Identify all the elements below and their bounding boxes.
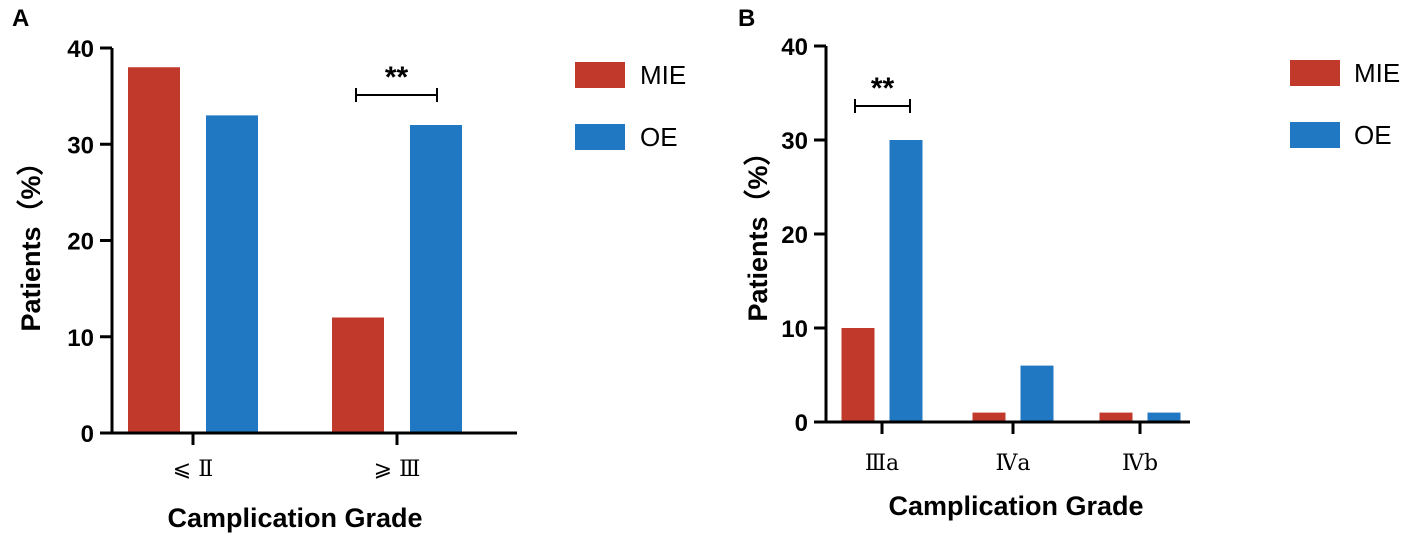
panel-b-sig-label: **: [871, 72, 895, 105]
panel-b-y-tick-label-30: 30: [781, 128, 808, 155]
panel-b-legend-swatch-oe: [1290, 122, 1340, 148]
panel-b-x-axis-title: Camplication Grade: [888, 491, 1143, 521]
panel-b-category-label-1: Ⅳa: [995, 451, 1030, 476]
panel-a-y-tick-label-40: 40: [67, 36, 94, 63]
panel-a-y-axis-title: Patients（%）: [16, 148, 46, 331]
panel-a-y-tick-label-20: 20: [67, 229, 94, 256]
panel-b-bar-oe-1: [1020, 365, 1054, 422]
panel-a-legend-swatch-mie: [575, 62, 625, 88]
panel-a-category-label-1: ⩾ Ⅲ: [374, 457, 421, 482]
panel-b-bar-mie-0: [841, 328, 875, 422]
panel-b-bar-mie-1: [972, 412, 1006, 422]
panel-a-y-tick-label-30: 30: [67, 132, 94, 159]
panel-b-category-label-2: Ⅳb: [1122, 451, 1158, 476]
panel-a-y-tick-label-10: 10: [67, 325, 94, 352]
panel-b-y-tick-label-0: 0: [795, 410, 808, 437]
panel-b-y-axis-title: Patients（%）: [743, 138, 773, 321]
panel-b: B 0 10 20 30 40 Ⅲa Ⅳa Ⅳb Camplication Grade Patien…: [738, 5, 1400, 521]
panel-b-legend-swatch-mie: [1290, 60, 1340, 86]
panel-b-y-tick-label-10: 10: [781, 316, 808, 343]
panel-a-bar-mie-0: [128, 67, 180, 433]
panel-a-category-label-0: ⩽ Ⅱ: [173, 457, 213, 482]
panel-a-legend-swatch-oe: [575, 124, 625, 150]
panel-a-legend-label-oe: OE: [640, 122, 678, 152]
panel-b-y-tick-label-20: 20: [781, 222, 808, 249]
panel-a-x-axis-title: Camplication Grade: [167, 503, 422, 533]
panel-b-legend-label-oe: OE: [1354, 120, 1392, 150]
panel-b-bar-oe-2: [1147, 412, 1181, 422]
panel-a-sig-label: **: [385, 61, 409, 94]
panel-a-y-tick-label-0: 0: [81, 421, 94, 448]
panel-a-bar-mie-1: [332, 317, 384, 433]
panel-b-bar-mie-2: [1099, 412, 1133, 422]
panel-a-legend-label-mie: MIE: [640, 60, 686, 90]
panel-b-letter: B: [738, 5, 755, 32]
panel-b-bar-oe-0: [889, 140, 923, 422]
panel-b-y-tick-label-40: 40: [781, 34, 808, 61]
panel-a: A 0 10 20 30 40 ⩽ Ⅱ ⩾ Ⅲ Camplication Grade Patien…: [12, 5, 686, 533]
panel-a-letter: A: [12, 5, 29, 32]
panel-a-bar-oe-0: [206, 115, 258, 433]
panel-b-legend-label-mie: MIE: [1354, 58, 1400, 88]
panel-a-bar-oe-1: [410, 125, 462, 433]
panel-b-category-label-0: Ⅲa: [865, 451, 899, 476]
